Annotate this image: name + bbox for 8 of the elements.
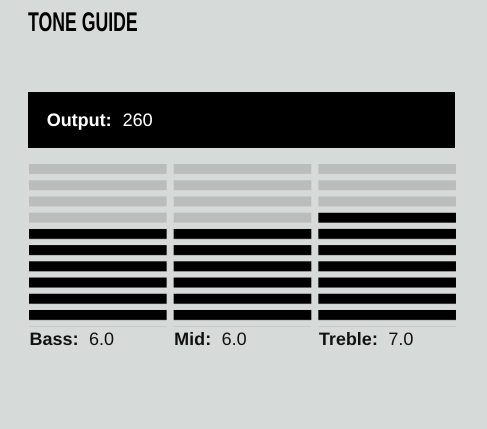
- x-tick-label: Bass: [29, 328, 72, 349]
- chart-title: TONE GUIDE: [28, 7, 138, 38]
- readout-panel: Output: 260: [28, 92, 455, 148]
- data-label: 6.0: [221, 328, 246, 349]
- data-label: 6.0: [88, 328, 114, 349]
- x-tick-label: Treble: [318, 328, 372, 349]
- data-label: 7.0: [388, 328, 413, 349]
- x-tick-label: Mid: [174, 328, 205, 349]
